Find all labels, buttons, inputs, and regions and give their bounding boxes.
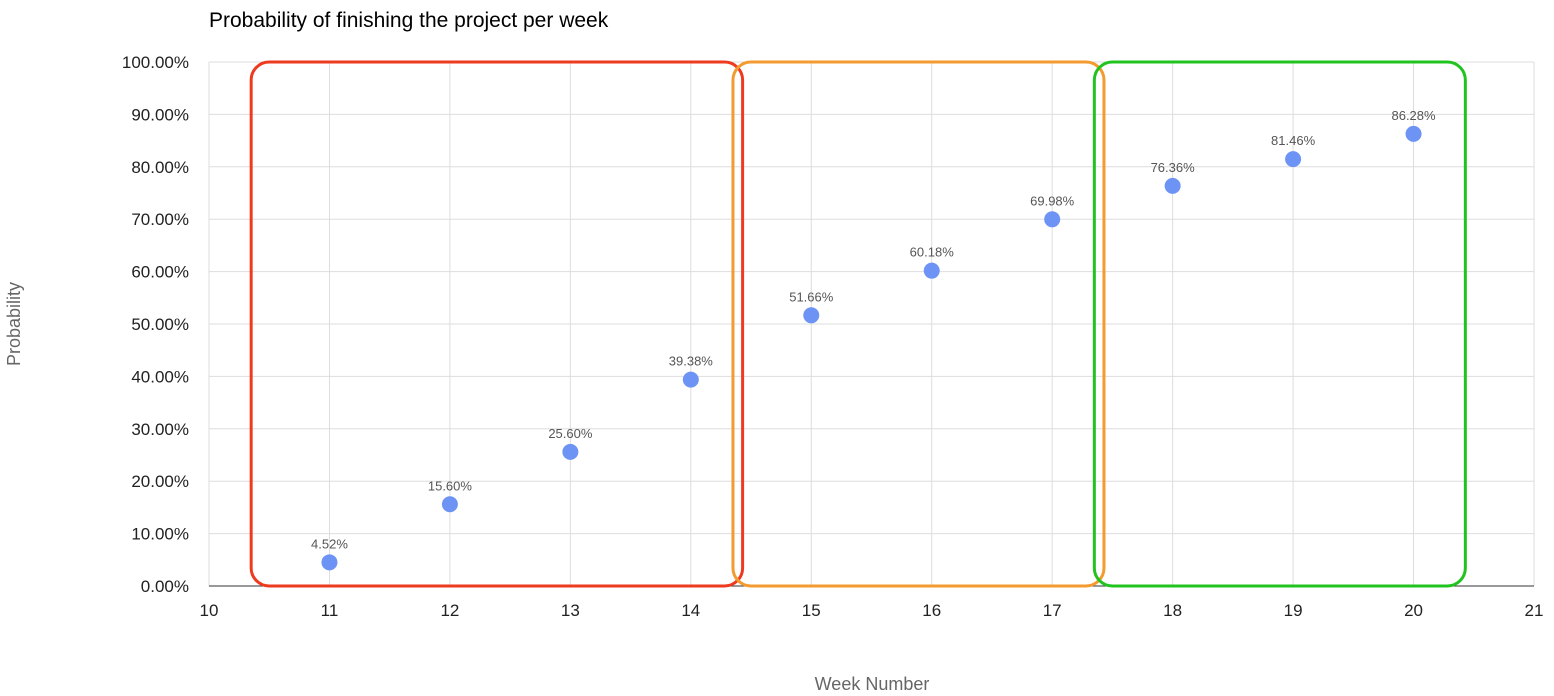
- y-tick-label: 90.00%: [131, 105, 189, 124]
- grid-layer: [208, 61, 1535, 587]
- data-point[interactable]: [441, 496, 458, 513]
- y-tick-label: 40.00%: [131, 367, 189, 386]
- x-tick-label: 11: [321, 601, 339, 620]
- x-tick-label: 13: [561, 601, 580, 620]
- data-label: 76.36%: [1151, 160, 1196, 175]
- y-tick-label: 30.00%: [131, 420, 189, 439]
- y-axis-title: Probability: [4, 282, 24, 366]
- data-label: 39.38%: [669, 354, 714, 369]
- data-label: 69.98%: [1030, 193, 1075, 208]
- y-tick-label: 20.00%: [131, 472, 189, 491]
- y-tick-label: 80.00%: [131, 158, 189, 177]
- y-tick-label: 10.00%: [131, 525, 189, 544]
- highlight-group-box: [249, 60, 745, 588]
- highlight-group-layer: [249, 60, 1467, 588]
- data-point[interactable]: [1044, 211, 1061, 228]
- y-tick-label: 70.00%: [131, 210, 189, 229]
- y-tick-label: 50.00%: [131, 315, 189, 334]
- data-label: 86.28%: [1391, 108, 1436, 123]
- data-point[interactable]: [562, 443, 579, 460]
- data-point[interactable]: [803, 307, 820, 324]
- chart-title: Probability of finishing the project per…: [209, 9, 609, 32]
- highlight-group-box: [1092, 60, 1467, 588]
- data-point[interactable]: [682, 371, 699, 388]
- x-tick-label: 10: [200, 601, 219, 620]
- highlight-group-box: [731, 60, 1106, 588]
- tick-labels-layer: 0.00% 10.00% 20.00% 30.00% 40.00% 50.00% 60.00…: [122, 53, 1544, 620]
- data-point[interactable]: [923, 262, 940, 279]
- data-label: 60.18%: [910, 245, 955, 260]
- x-axis-title: Week Number: [815, 674, 930, 694]
- x-tick-label: 19: [1284, 601, 1303, 620]
- data-point[interactable]: [1405, 125, 1422, 142]
- data-label: 15.60%: [428, 478, 473, 493]
- data-point[interactable]: [321, 554, 338, 571]
- y-tick-label: 0.00%: [141, 577, 189, 596]
- data-point[interactable]: [1164, 177, 1181, 194]
- y-tick-label: 60.00%: [131, 263, 189, 282]
- data-points-layer: [321, 125, 1422, 571]
- x-tick-label: 16: [922, 601, 941, 620]
- x-tick-label: 15: [802, 601, 821, 620]
- data-label: 4.52%: [311, 536, 348, 551]
- data-label: 25.60%: [548, 426, 593, 441]
- x-tick-label: 21: [1525, 601, 1544, 620]
- x-tick-label: 17: [1043, 601, 1062, 620]
- data-point[interactable]: [1285, 151, 1302, 168]
- x-tick-label: 14: [681, 601, 700, 620]
- x-tick-label: 18: [1163, 601, 1182, 620]
- data-label: 81.46%: [1271, 133, 1316, 148]
- data-labels-layer: 4.52% 15.60% 25.60% 39.38% 51.66% 60.18% 69.98…: [311, 108, 1436, 551]
- data-label: 51.66%: [789, 289, 834, 304]
- x-tick-label: 20: [1404, 601, 1423, 620]
- x-tick-label: 12: [440, 601, 459, 620]
- y-tick-label: 100.00%: [122, 53, 189, 72]
